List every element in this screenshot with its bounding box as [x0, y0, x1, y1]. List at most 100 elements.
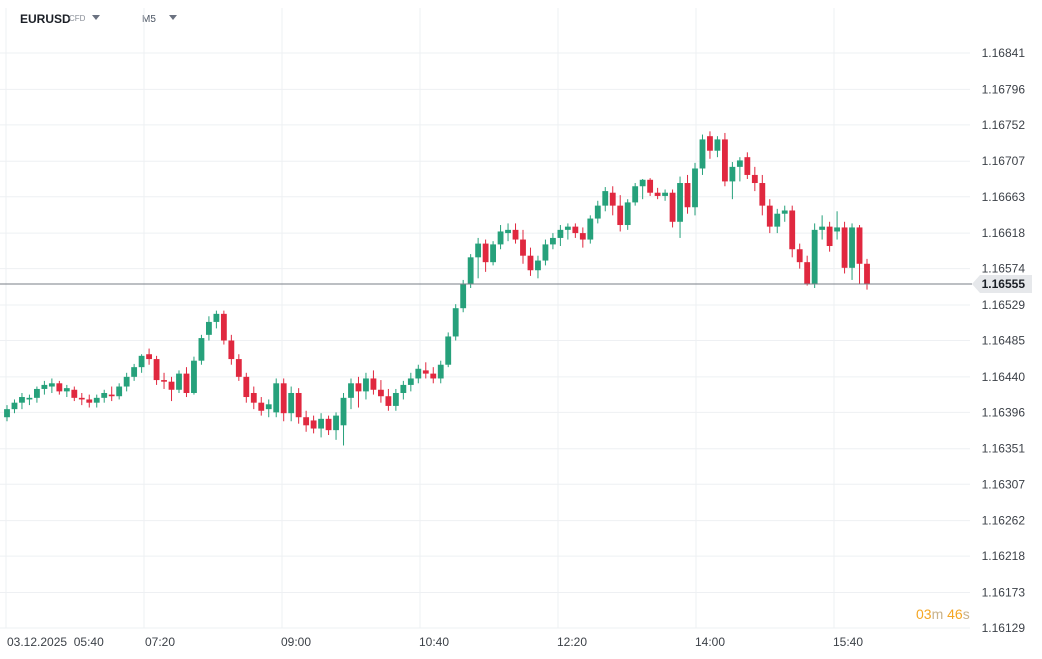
candle[interactable] — [161, 372, 167, 389]
candle[interactable] — [736, 157, 743, 182]
candle[interactable] — [228, 334, 235, 365]
candle[interactable] — [602, 187, 609, 212]
candle[interactable] — [205, 316, 212, 341]
candle[interactable] — [564, 223, 571, 240]
candle[interactable] — [131, 363, 138, 381]
candle[interactable] — [108, 386, 115, 402]
candle[interactable] — [714, 136, 721, 158]
candle[interactable] — [662, 189, 669, 201]
candle[interactable] — [609, 186, 616, 216]
candle[interactable] — [707, 131, 713, 159]
candle[interactable] — [834, 211, 841, 240]
candle[interactable] — [176, 370, 182, 393]
candle[interactable] — [348, 378, 354, 410]
candle[interactable] — [310, 415, 317, 434]
candle[interactable] — [841, 221, 848, 274]
candle[interactable] — [273, 378, 280, 418]
candle[interactable] — [407, 372, 414, 392]
candle[interactable] — [699, 134, 706, 175]
candle[interactable] — [191, 356, 197, 395]
candle[interactable] — [243, 372, 250, 403]
candle[interactable] — [647, 178, 654, 196]
symbol-dropdown-chevron-icon[interactable] — [92, 15, 100, 20]
candle[interactable] — [789, 205, 796, 258]
candle[interactable] — [826, 221, 833, 252]
candle[interactable] — [235, 354, 242, 381]
candle[interactable] — [781, 205, 788, 222]
candle[interactable] — [385, 388, 392, 411]
candle[interactable] — [452, 304, 459, 341]
candle[interactable] — [751, 166, 758, 192]
candle[interactable] — [295, 388, 302, 424]
candle[interactable] — [639, 178, 646, 200]
candle[interactable] — [520, 229, 526, 264]
candle[interactable] — [744, 152, 751, 179]
candle[interactable] — [594, 200, 601, 224]
candle[interactable] — [819, 215, 826, 240]
candle[interactable] — [422, 362, 429, 379]
candle[interactable] — [774, 208, 781, 234]
candle[interactable] — [505, 223, 511, 242]
candle[interactable] — [437, 360, 444, 384]
candle[interactable] — [392, 388, 399, 411]
candle[interactable] — [258, 397, 265, 416]
candle[interactable] — [856, 225, 863, 284]
timeframe-selector[interactable]: M5 — [142, 14, 156, 25]
candle[interactable] — [729, 162, 736, 200]
candle[interactable] — [549, 233, 556, 250]
candle[interactable] — [123, 372, 130, 392]
candle[interactable] — [415, 364, 422, 384]
candle[interactable] — [41, 380, 48, 395]
candle[interactable] — [288, 386, 295, 422]
candle[interactable] — [587, 215, 594, 244]
candle[interactable] — [340, 392, 347, 446]
candle[interactable] — [93, 394, 100, 408]
candle[interactable] — [213, 310, 220, 329]
candle[interactable] — [183, 367, 190, 398]
candle[interactable] — [512, 223, 519, 244]
candle[interactable] — [766, 199, 773, 234]
candle[interactable] — [430, 367, 437, 384]
candle[interactable] — [490, 241, 497, 266]
candle[interactable] — [721, 132, 728, 187]
candle[interactable] — [811, 223, 818, 289]
candle[interactable] — [759, 174, 766, 216]
candle[interactable] — [138, 354, 145, 373]
candle[interactable] — [86, 394, 93, 408]
candle[interactable] — [460, 279, 467, 313]
candle[interactable] — [654, 187, 661, 200]
candle[interactable] — [692, 162, 698, 216]
candle[interactable] — [796, 243, 803, 269]
candle[interactable] — [467, 254, 474, 289]
candle[interactable] — [333, 412, 339, 440]
candle[interactable] — [849, 223, 855, 280]
candle[interactable] — [542, 239, 549, 266]
symbol-name[interactable]: EURUSD — [20, 12, 71, 26]
candle[interactable] — [445, 332, 452, 368]
candle[interactable] — [48, 378, 55, 393]
candle[interactable] — [557, 225, 564, 247]
candle[interactable] — [116, 383, 123, 400]
candle[interactable] — [250, 386, 257, 410]
candle[interactable] — [220, 310, 227, 345]
candle[interactable] — [363, 372, 369, 400]
candle[interactable] — [325, 415, 332, 435]
candle[interactable] — [864, 258, 870, 290]
candle[interactable] — [280, 378, 287, 422]
candle[interactable] — [535, 255, 541, 279]
candle[interactable] — [579, 227, 586, 248]
candle[interactable] — [377, 380, 384, 403]
candle[interactable] — [101, 389, 108, 403]
candle[interactable] — [684, 174, 691, 214]
candle[interactable] — [804, 255, 811, 286]
candle[interactable] — [677, 176, 683, 238]
candle[interactable] — [617, 195, 624, 232]
candle[interactable] — [624, 199, 631, 230]
candle[interactable] — [146, 348, 153, 365]
candle[interactable] — [265, 399, 272, 418]
candle[interactable] — [153, 355, 160, 385]
candle[interactable] — [497, 225, 504, 250]
candle[interactable] — [669, 189, 676, 228]
candle[interactable] — [78, 392, 85, 406]
